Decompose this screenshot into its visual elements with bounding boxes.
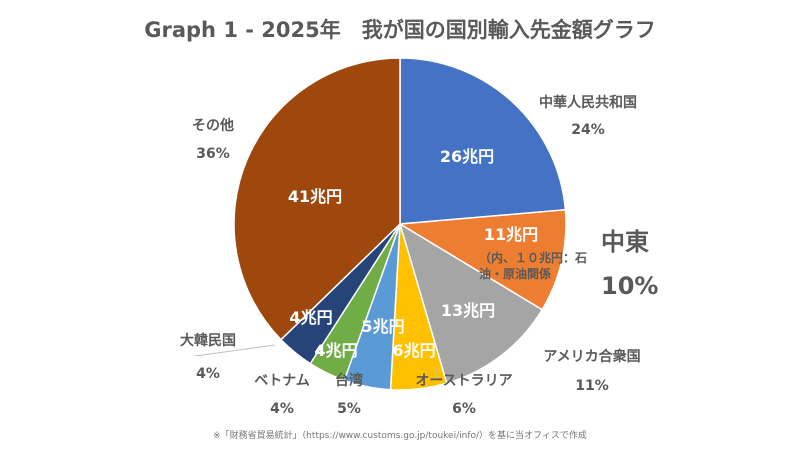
amount-label-usa: 13兆円 xyxy=(440,301,496,320)
leader-line-korea xyxy=(194,344,276,357)
category-label-australia: オーストラリア xyxy=(415,373,513,389)
percent-label-korea: 4% xyxy=(196,366,220,382)
amount-label-china: 26兆円 xyxy=(439,147,495,166)
category-label-middle-east: 中東 xyxy=(601,228,649,256)
percent-label-taiwan: 5% xyxy=(337,401,361,417)
pie-slice-china xyxy=(399,57,567,225)
amount-label-vietnam: 4兆円 xyxy=(314,341,358,360)
footnote: ※「財務省貿易統計」（https://www.customs.go.jp/tou… xyxy=(213,431,587,441)
amount-label-korea: 4兆円 xyxy=(289,308,333,327)
category-label-others: その他 xyxy=(192,118,234,134)
category-label-vietnam: ベトナム xyxy=(254,373,310,389)
category-label-korea: 大韓民国 xyxy=(180,333,236,349)
percent-label-china: 24% xyxy=(571,122,605,138)
pie-slice-others xyxy=(233,57,401,341)
pie-slice-middle-east xyxy=(397,208,567,311)
chart-title: Graph 1 - 2025年 我が国の国別輸入先金額グラフ xyxy=(144,18,656,42)
percent-label-usa: 11% xyxy=(575,378,609,394)
amount-label-middle-east: 11兆円 xyxy=(483,225,539,244)
percent-label-vietnam: 4% xyxy=(270,401,294,417)
category-label-usa: アメリカ合衆国 xyxy=(543,349,641,365)
percent-label-middle-east: 10% xyxy=(601,272,659,300)
amount-label-others: 41兆円 xyxy=(287,187,343,206)
middle-east-note: （内、１０兆円：石油・原油関係 xyxy=(479,251,588,281)
category-label-taiwan: 台湾 xyxy=(335,373,363,389)
percent-label-australia: 6% xyxy=(452,401,476,417)
category-label-china: 中華人民共和国 xyxy=(539,95,637,111)
amount-label-australia: 6兆円 xyxy=(392,341,436,360)
percent-label-others: 36% xyxy=(196,146,230,162)
amount-label-taiwan: 5兆円 xyxy=(361,317,405,336)
